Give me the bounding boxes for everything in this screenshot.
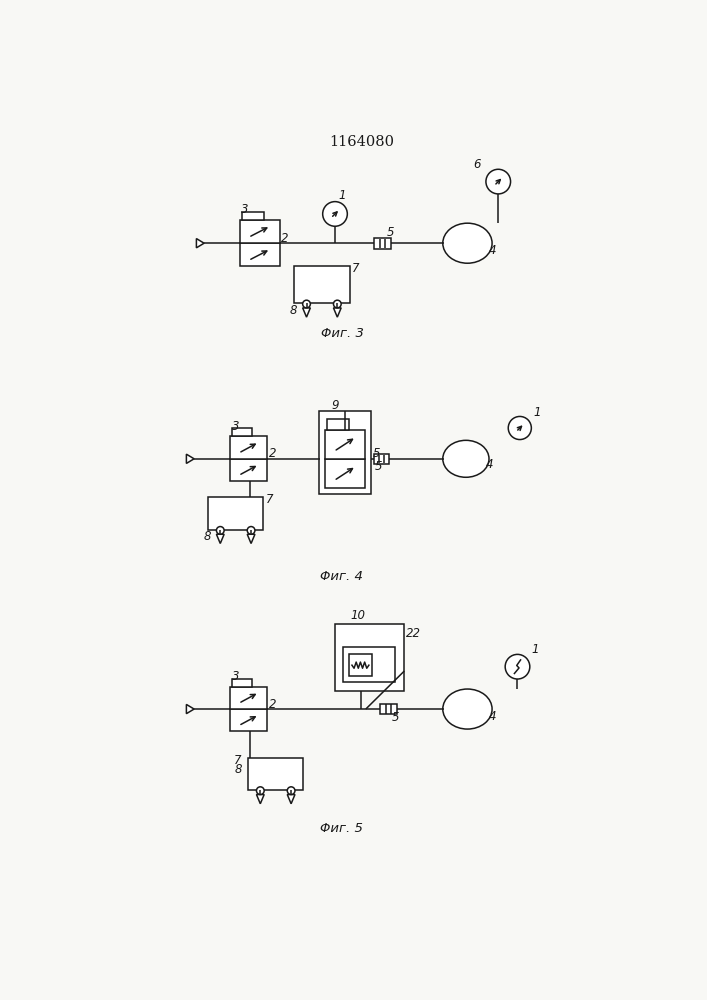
Text: 9: 9 bbox=[331, 399, 339, 412]
Bar bbox=[373, 454, 389, 464]
Text: 1: 1 bbox=[338, 189, 346, 202]
Text: Φиг. 3: Φиг. 3 bbox=[321, 327, 364, 340]
Circle shape bbox=[508, 416, 532, 440]
Bar bbox=[343, 647, 395, 682]
Text: 5: 5 bbox=[373, 447, 380, 460]
Bar bbox=[232, 679, 252, 687]
Bar bbox=[327, 419, 349, 430]
Ellipse shape bbox=[443, 223, 492, 263]
Text: Φиг. 4: Φиг. 4 bbox=[320, 570, 363, 583]
Circle shape bbox=[303, 300, 310, 308]
Circle shape bbox=[506, 654, 530, 679]
Text: 2: 2 bbox=[269, 447, 276, 460]
Circle shape bbox=[216, 527, 224, 534]
Polygon shape bbox=[187, 454, 194, 463]
Polygon shape bbox=[303, 308, 310, 317]
Bar bbox=[294, 266, 350, 303]
Bar bbox=[208, 497, 264, 530]
Circle shape bbox=[287, 787, 295, 795]
Polygon shape bbox=[197, 239, 204, 248]
Bar bbox=[240, 220, 279, 243]
Bar bbox=[230, 687, 267, 709]
Text: 7: 7 bbox=[352, 262, 359, 275]
Polygon shape bbox=[334, 308, 341, 317]
Bar bbox=[335, 624, 404, 691]
Circle shape bbox=[257, 787, 264, 795]
Text: 6: 6 bbox=[474, 158, 481, 171]
Circle shape bbox=[334, 300, 341, 308]
Text: Φиг. 5: Φиг. 5 bbox=[320, 822, 363, 835]
Text: 8: 8 bbox=[204, 530, 211, 543]
Bar bbox=[230, 709, 267, 731]
Bar bbox=[248, 758, 303, 790]
Ellipse shape bbox=[443, 440, 489, 477]
Text: 7: 7 bbox=[234, 754, 242, 767]
Text: 1: 1 bbox=[534, 406, 541, 419]
Bar bbox=[242, 212, 264, 220]
Circle shape bbox=[247, 527, 255, 534]
Text: 5: 5 bbox=[375, 460, 382, 473]
Text: 3: 3 bbox=[232, 670, 240, 683]
Text: 5: 5 bbox=[392, 711, 399, 724]
Bar bbox=[230, 436, 267, 459]
Bar bbox=[232, 428, 252, 436]
Circle shape bbox=[322, 202, 347, 226]
Text: 4: 4 bbox=[489, 710, 496, 723]
Text: 2: 2 bbox=[281, 232, 288, 245]
Text: 1164080: 1164080 bbox=[329, 135, 395, 149]
Text: 22: 22 bbox=[406, 627, 421, 640]
Text: 5: 5 bbox=[387, 226, 394, 238]
Text: 8: 8 bbox=[234, 763, 242, 776]
Ellipse shape bbox=[443, 689, 492, 729]
Bar bbox=[319, 411, 371, 494]
Bar bbox=[349, 654, 372, 676]
Bar bbox=[374, 238, 391, 249]
Text: 7: 7 bbox=[266, 493, 273, 506]
Text: 3: 3 bbox=[232, 420, 240, 433]
Polygon shape bbox=[287, 795, 295, 804]
Circle shape bbox=[486, 169, 510, 194]
Bar bbox=[240, 243, 279, 266]
Text: 3: 3 bbox=[241, 203, 249, 216]
Polygon shape bbox=[247, 534, 255, 544]
Text: 10: 10 bbox=[351, 609, 366, 622]
Bar bbox=[325, 430, 365, 459]
Bar bbox=[230, 459, 267, 481]
Polygon shape bbox=[187, 704, 194, 714]
Bar bbox=[325, 459, 365, 488]
Polygon shape bbox=[257, 795, 264, 804]
Text: 4: 4 bbox=[486, 458, 493, 471]
Text: 8: 8 bbox=[290, 304, 297, 317]
Text: 4: 4 bbox=[489, 244, 496, 257]
Text: 2: 2 bbox=[269, 698, 276, 711]
Polygon shape bbox=[216, 534, 224, 544]
Text: 1: 1 bbox=[532, 643, 539, 656]
Bar bbox=[380, 704, 397, 714]
